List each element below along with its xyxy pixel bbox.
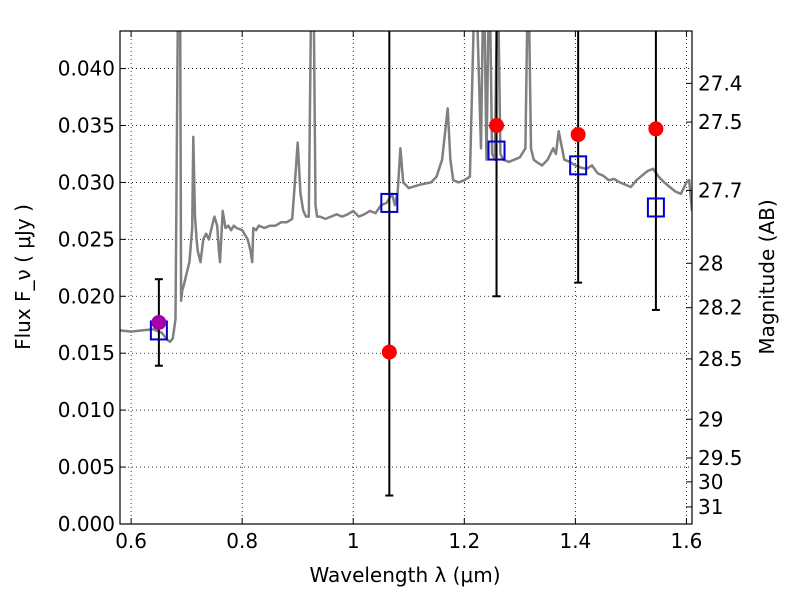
plot-background	[120, 31, 692, 524]
x-axis-label-text: Wavelength λ (μm)	[309, 563, 500, 587]
y-tick-label: 0.035	[58, 114, 115, 138]
right-tick-label: 29	[698, 407, 723, 431]
observed-photometry-markers	[151, 118, 664, 360]
x-tick-label: 1	[347, 529, 360, 553]
right-tick-label: 27.5	[698, 110, 743, 134]
right-axis-label: Magnitude (AB)	[755, 199, 779, 354]
observed-photometry-point	[151, 314, 167, 330]
y-tick-label: 0.005	[58, 455, 115, 479]
y-axis-label-text: Flux F_ν ( μJy )	[11, 204, 35, 350]
y-tick-label: 0.030	[58, 170, 115, 194]
observed-photometry-point	[648, 121, 664, 137]
right-tick-label: 28.5	[698, 347, 743, 371]
x-tick-label: 1.4	[559, 529, 591, 553]
x-tick-label: 0.6	[115, 529, 147, 553]
model-spectrum-line	[120, 31, 692, 344]
observed-photometry-point	[381, 344, 397, 360]
y-tick-label: 0.020	[58, 284, 115, 308]
right-tick-label: 27.4	[698, 71, 743, 95]
right-tick-label: 27.7	[698, 178, 743, 202]
right-axis-label-text: Magnitude (AB)	[755, 199, 779, 354]
right-tick-label: 28	[698, 251, 723, 275]
y-tick-label: 0.015	[58, 341, 115, 365]
plot-area	[120, 31, 692, 497]
observed-photometry-point	[489, 118, 505, 134]
x-tick-label: 1.6	[671, 529, 703, 553]
model-photometry-point	[487, 140, 506, 161]
right-tick-label: 30	[698, 470, 723, 494]
y-tick-label: 0.040	[58, 57, 115, 81]
plot-frame	[119, 30, 693, 525]
right-tick-label: 31	[698, 495, 723, 519]
model-photometry-point	[569, 155, 588, 176]
model-photometry-point	[646, 197, 665, 218]
x-tick-label: 0.8	[226, 529, 258, 553]
right-tick-label: 28.2	[698, 296, 743, 320]
observed-photometry-point	[570, 127, 586, 143]
x-tick-labels: 0.6 0.8 1 1.2 1.4 1.6	[115, 529, 702, 553]
y-axis-label: Flux F_ν ( μJy )	[11, 204, 35, 350]
y-tick-label: 0.010	[58, 398, 115, 422]
y-tick-labels: 0.000 0.005 0.010 0.015 0.020 0.025 0.030 0.035…	[58, 57, 115, 536]
x-tick-label: 1.2	[448, 529, 480, 553]
right-tick-label: 29.5	[698, 446, 743, 470]
y-tick-label: 0.025	[58, 227, 115, 251]
axis-ticks	[120, 31, 692, 525]
x-axis-label: Wavelength λ (μm)	[309, 563, 500, 587]
model-photometry-point	[380, 192, 399, 213]
y-tick-label: 0.000	[58, 512, 115, 536]
